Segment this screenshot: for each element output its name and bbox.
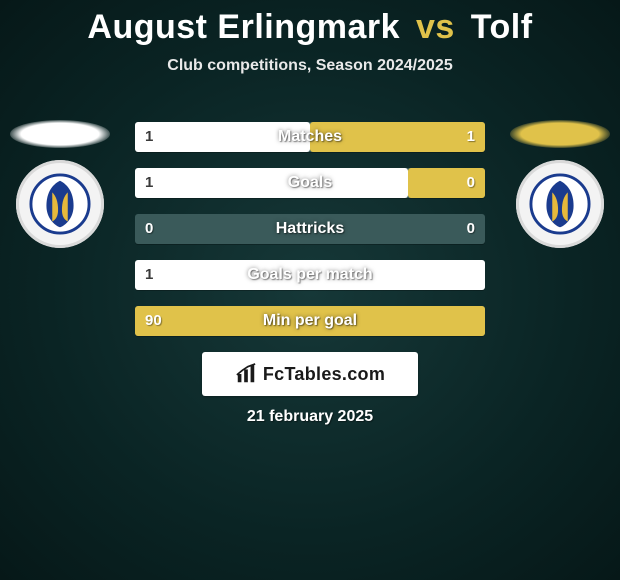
stat-bars: 1 1 Matches 1 0 Goals 0 0 Hattricks 1 Go… [135, 122, 485, 352]
player1-avatar [10, 120, 110, 220]
vs-label: vs [416, 8, 455, 46]
stat-label: Matches [135, 122, 485, 152]
brand-badge: FcTables.com [202, 352, 418, 396]
stat-row-min-per-goal: 90 Min per goal [135, 306, 485, 336]
brand-text: FcTables.com [263, 364, 385, 385]
stat-label: Goals [135, 168, 485, 198]
stat-label: Goals per match [135, 260, 485, 290]
stat-row-matches: 1 1 Matches [135, 122, 485, 152]
stat-row-goals-per-match: 1 Goals per match [135, 260, 485, 290]
player2-halo [510, 120, 610, 148]
club-crest-icon [529, 173, 591, 235]
comparison-infographic: August Erlingmark vs Tolf Club competiti… [0, 0, 620, 580]
brand-logo-icon [235, 363, 257, 385]
stat-label: Hattricks [135, 214, 485, 244]
stat-row-goals: 1 0 Goals [135, 168, 485, 198]
player1-club-crest [16, 160, 104, 248]
stat-row-hattricks: 0 0 Hattricks [135, 214, 485, 244]
player2-avatar [510, 120, 610, 220]
player1-name: August Erlingmark [87, 8, 400, 46]
club-crest-icon [29, 173, 91, 235]
date-text: 21 february 2025 [0, 408, 620, 426]
player2-club-crest [516, 160, 604, 248]
stat-label: Min per goal [135, 306, 485, 336]
player1-halo [10, 120, 110, 148]
player2-name: Tolf [471, 8, 533, 46]
subtitle: Club competitions, Season 2024/2025 [0, 57, 620, 75]
page-title: August Erlingmark vs Tolf [0, 0, 620, 47]
